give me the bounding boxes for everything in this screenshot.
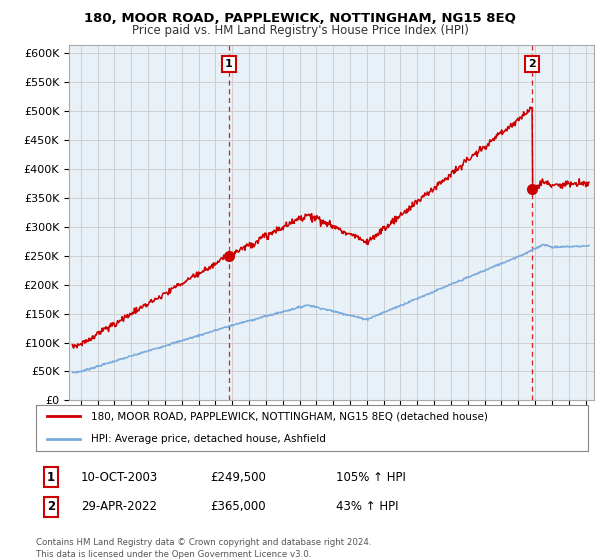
Text: Price paid vs. HM Land Registry's House Price Index (HPI): Price paid vs. HM Land Registry's House …	[131, 24, 469, 36]
Text: £249,500: £249,500	[210, 470, 266, 484]
Text: 29-APR-2022: 29-APR-2022	[81, 500, 157, 514]
Text: 10-OCT-2003: 10-OCT-2003	[81, 470, 158, 484]
Text: 1: 1	[224, 59, 232, 69]
Text: 2: 2	[529, 59, 536, 69]
Text: HPI: Average price, detached house, Ashfield: HPI: Average price, detached house, Ashf…	[91, 435, 326, 444]
Text: 105% ↑ HPI: 105% ↑ HPI	[336, 470, 406, 484]
Text: 180, MOOR ROAD, PAPPLEWICK, NOTTINGHAM, NG15 8EQ: 180, MOOR ROAD, PAPPLEWICK, NOTTINGHAM, …	[84, 12, 516, 25]
Text: 43% ↑ HPI: 43% ↑ HPI	[336, 500, 398, 514]
Text: 2: 2	[47, 500, 55, 514]
Text: 1: 1	[47, 470, 55, 484]
Text: 180, MOOR ROAD, PAPPLEWICK, NOTTINGHAM, NG15 8EQ (detached house): 180, MOOR ROAD, PAPPLEWICK, NOTTINGHAM, …	[91, 412, 488, 421]
Text: £365,000: £365,000	[210, 500, 266, 514]
Text: Contains HM Land Registry data © Crown copyright and database right 2024.
This d: Contains HM Land Registry data © Crown c…	[36, 538, 371, 559]
